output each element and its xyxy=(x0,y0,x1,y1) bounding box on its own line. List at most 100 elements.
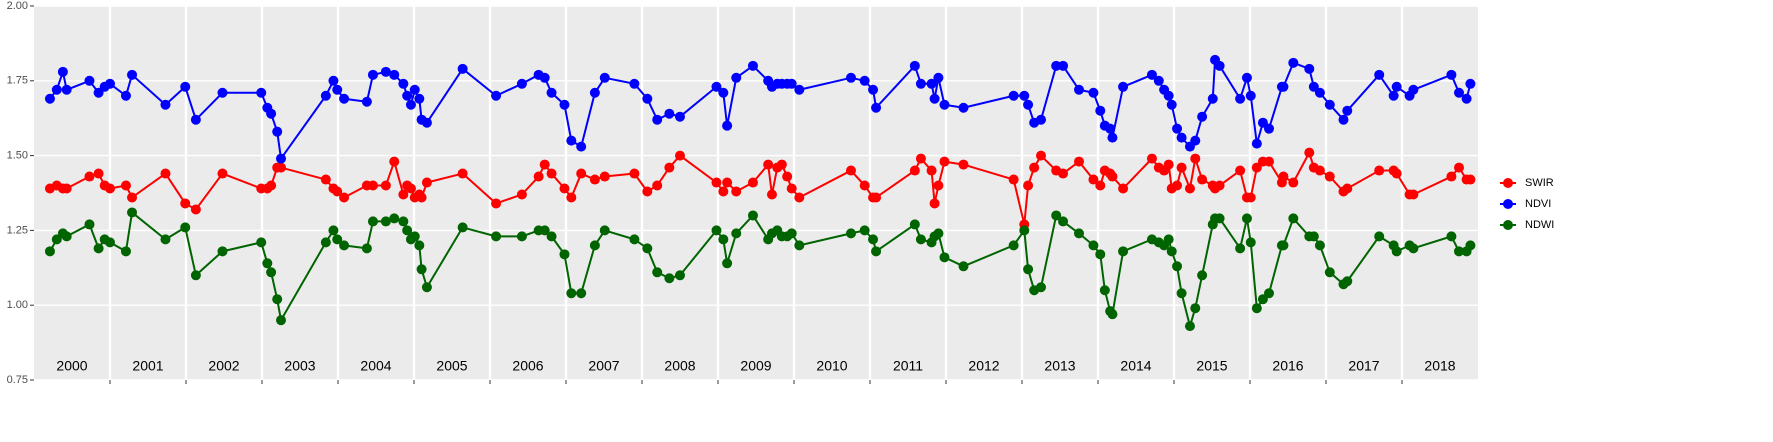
data-point xyxy=(1314,240,1325,251)
year-label: 2002 xyxy=(208,358,239,374)
data-point xyxy=(409,84,420,95)
data-point xyxy=(516,189,527,200)
data-point xyxy=(675,270,685,281)
data-point xyxy=(718,234,729,245)
data-point xyxy=(1023,99,1034,110)
data-point xyxy=(190,114,201,125)
data-point xyxy=(763,159,774,170)
data-point xyxy=(1314,87,1325,98)
data-point xyxy=(1058,168,1069,179)
data-point xyxy=(1465,78,1476,89)
data-point xyxy=(1314,165,1325,176)
data-point xyxy=(105,183,115,194)
data-point xyxy=(766,189,777,200)
data-point xyxy=(84,219,95,230)
data-point xyxy=(1235,243,1246,254)
data-point xyxy=(599,171,610,182)
y-tick-label: 1.50 xyxy=(7,150,28,162)
data-point xyxy=(786,183,797,194)
data-point xyxy=(1166,99,1177,110)
data-point xyxy=(457,222,468,233)
data-point xyxy=(1454,162,1464,173)
data-point xyxy=(328,75,339,86)
data-point xyxy=(1197,270,1208,281)
data-point xyxy=(642,93,653,104)
data-point xyxy=(1264,156,1274,167)
data-point xyxy=(1308,231,1319,242)
grid: 0.75 1.00 1.25 1.50 1.75 2.00 2000 2001 2002 2003… xyxy=(7,0,1478,386)
data-point xyxy=(926,165,937,176)
data-point xyxy=(1088,174,1099,185)
data-point xyxy=(51,84,62,95)
data-point xyxy=(1278,81,1289,92)
data-point xyxy=(1008,174,1019,185)
data-point xyxy=(958,261,969,272)
data-point xyxy=(786,228,797,239)
data-point xyxy=(160,168,171,179)
data-point xyxy=(1288,177,1299,188)
data-point xyxy=(339,240,350,251)
data-point xyxy=(566,288,577,299)
data-point xyxy=(1008,240,1019,251)
data-point xyxy=(722,177,733,188)
data-point xyxy=(180,222,191,233)
data-point xyxy=(859,180,870,191)
data-point xyxy=(367,180,378,191)
data-point xyxy=(1214,180,1225,191)
legend: SWIR NDVI NDWI xyxy=(1500,177,1554,231)
data-point xyxy=(1118,81,1129,92)
data-point xyxy=(599,225,610,236)
data-point xyxy=(127,192,138,203)
data-point xyxy=(1172,123,1183,134)
data-point xyxy=(1251,303,1262,314)
data-point xyxy=(1163,234,1174,245)
data-point xyxy=(339,192,350,203)
data-point xyxy=(1342,276,1353,287)
data-point xyxy=(909,165,920,176)
data-point xyxy=(1391,81,1402,92)
data-point xyxy=(1118,246,1129,257)
data-point xyxy=(539,159,550,170)
data-point xyxy=(909,219,920,230)
data-point xyxy=(533,171,544,182)
data-point xyxy=(320,90,331,101)
data-point xyxy=(1051,60,1062,71)
data-point xyxy=(398,78,409,89)
data-point xyxy=(909,60,920,71)
year-label: 2004 xyxy=(360,358,391,374)
data-point xyxy=(576,168,587,179)
data-point xyxy=(1461,93,1472,104)
year-label: 2012 xyxy=(968,358,999,374)
data-point xyxy=(711,81,722,92)
data-point xyxy=(711,225,722,236)
data-point xyxy=(652,180,663,191)
data-point xyxy=(409,231,420,242)
data-point xyxy=(642,243,653,254)
data-point xyxy=(1245,192,1256,203)
data-point xyxy=(1036,114,1046,125)
marks xyxy=(44,54,1476,332)
data-point xyxy=(516,78,527,89)
data-point xyxy=(871,192,882,203)
y-tick-label: 0.75 xyxy=(7,374,28,386)
year-label: 2014 xyxy=(1120,358,1151,374)
data-point xyxy=(1172,261,1183,272)
data-point xyxy=(332,234,343,245)
data-point xyxy=(1454,246,1464,257)
data-point xyxy=(722,120,733,131)
y-tick-label: 1.75 xyxy=(7,75,28,87)
data-point xyxy=(44,93,55,104)
data-point xyxy=(1454,87,1464,98)
data-point xyxy=(217,246,228,257)
data-point xyxy=(794,240,805,251)
data-point xyxy=(127,207,138,218)
data-point xyxy=(1190,303,1201,314)
data-point xyxy=(61,231,72,242)
data-point xyxy=(61,183,72,194)
data-point xyxy=(1465,174,1476,185)
data-point xyxy=(339,93,350,104)
data-point xyxy=(1099,285,1110,296)
data-point xyxy=(747,177,758,188)
data-point xyxy=(776,159,787,170)
data-point xyxy=(1008,90,1019,101)
